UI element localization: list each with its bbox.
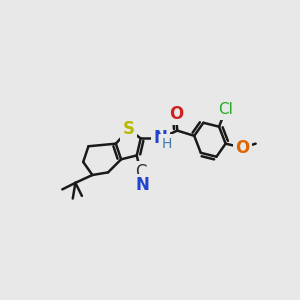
- Text: O: O: [236, 139, 250, 157]
- Text: O: O: [169, 105, 183, 123]
- Text: N: N: [135, 176, 149, 194]
- Text: C: C: [135, 164, 146, 181]
- Text: Cl: Cl: [218, 102, 233, 117]
- Text: H: H: [162, 137, 172, 151]
- Text: S: S: [123, 120, 135, 138]
- Text: N: N: [153, 129, 167, 147]
